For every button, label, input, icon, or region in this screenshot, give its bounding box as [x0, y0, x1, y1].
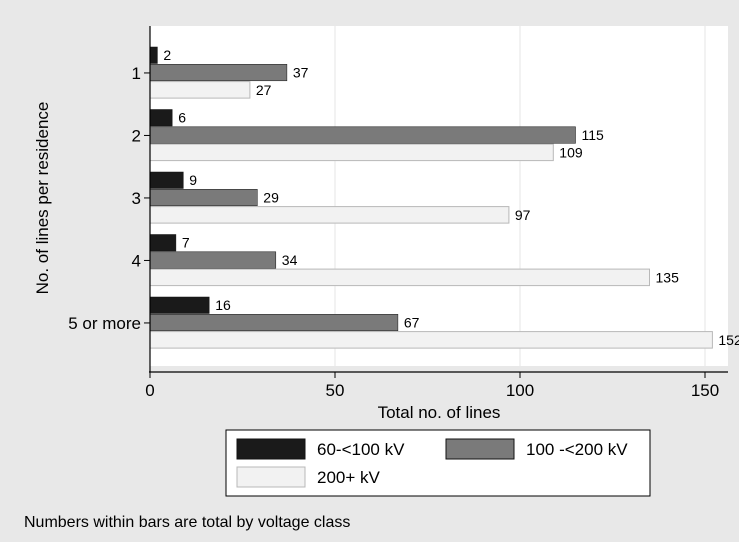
legend-swatch — [236, 438, 306, 460]
bar — [149, 143, 554, 162]
legend-label: 100 -<200 kV — [526, 440, 628, 459]
data-label: 67 — [404, 314, 420, 330]
data-label: 37 — [293, 64, 309, 80]
x-tick-label: 100 — [506, 381, 534, 400]
data-label: 7 — [182, 235, 190, 251]
bar — [149, 234, 177, 252]
data-label: 29 — [263, 189, 279, 205]
data-label: 27 — [256, 82, 272, 98]
data-label: 135 — [656, 269, 680, 285]
bar — [149, 268, 650, 287]
data-label: 16 — [215, 297, 231, 313]
bar — [149, 331, 713, 349]
legend-swatch — [236, 466, 306, 488]
bar — [149, 46, 158, 64]
legend-label: 200+ kV — [317, 468, 381, 487]
x-tick-label: 0 — [145, 381, 154, 400]
bar — [149, 81, 251, 99]
bar — [149, 296, 210, 314]
bar — [149, 109, 173, 127]
data-label: 152 — [718, 332, 739, 348]
data-label: 109 — [559, 144, 583, 160]
bar — [149, 64, 288, 82]
data-label: 9 — [189, 172, 197, 188]
legend: 60-<100 kV 100 -<200 kV 200+ kV — [225, 429, 651, 497]
bar — [149, 251, 277, 269]
y-tick-label: 4 — [132, 251, 141, 270]
y-tick-label: 3 — [132, 189, 141, 208]
legend-swatch — [445, 438, 515, 460]
data-label: 34 — [282, 252, 298, 268]
y-tick-label: 2 — [132, 126, 141, 145]
bar — [149, 189, 258, 207]
bar — [149, 314, 399, 332]
data-label: 97 — [515, 207, 531, 223]
legend-label: 60-<100 kV — [317, 440, 405, 459]
x-axis-title: Total no. of lines — [378, 403, 501, 422]
x-tick-label: 50 — [326, 381, 345, 400]
chart-note: Numbers within bars are total by voltage… — [24, 514, 350, 531]
y-axis-title: No. of lines per residence — [33, 102, 52, 295]
bar — [149, 126, 576, 144]
data-label: 6 — [178, 110, 186, 126]
bar — [149, 206, 510, 224]
x-tick-label: 150 — [691, 381, 719, 400]
bars-layer — [149, 46, 713, 349]
y-tick-label: 5 or more — [68, 314, 141, 333]
data-label: 2 — [163, 47, 171, 63]
data-label: 115 — [582, 127, 605, 143]
y-tick-label: 1 — [132, 64, 141, 83]
grid-layer — [334, 26, 706, 366]
bar — [149, 171, 184, 189]
